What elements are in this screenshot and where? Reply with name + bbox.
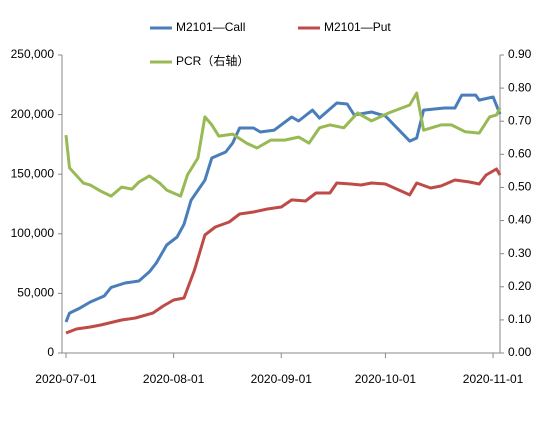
y2-tick-label: 0.50 (508, 180, 532, 194)
y-tick-label: 200,000 (11, 107, 55, 121)
y-tick-label: 50,000 (17, 286, 54, 300)
y2-tick-label: 0.20 (508, 279, 532, 293)
x-tick-label: 2020-08-01 (143, 372, 205, 386)
series-line (64, 91, 502, 198)
y2-tick-label: 0.60 (508, 147, 532, 161)
series-line (64, 93, 502, 323)
y2-tick-label: 0.30 (508, 246, 532, 260)
legend-label: PCR（右轴） (176, 53, 249, 68)
y2-tick-label: 0.80 (508, 80, 532, 94)
x-tick-label: 2020-09-01 (251, 372, 313, 386)
y2-tick-label: 0.40 (508, 213, 532, 227)
y2-tick-label: 0.00 (508, 345, 532, 359)
y-tick-label: 250,000 (11, 47, 55, 61)
y-tick-label: 100,000 (11, 226, 55, 240)
y-tick-label: 150,000 (11, 166, 55, 180)
series-line (65, 167, 502, 335)
x-tick-label: 2020-10-01 (355, 372, 417, 386)
legend-label: M2101—Put (324, 20, 391, 34)
y2-tick-label: 0.90 (508, 47, 532, 61)
x-tick-label: 2020-07-01 (35, 372, 97, 386)
y-tick-label: 0 (47, 345, 54, 359)
y2-tick-label: 0.10 (508, 312, 532, 326)
legend-label: M2101—Call (176, 20, 245, 34)
y2-tick-label: 0.70 (508, 113, 532, 127)
x-tick-label: 2020-11-01 (463, 372, 524, 386)
